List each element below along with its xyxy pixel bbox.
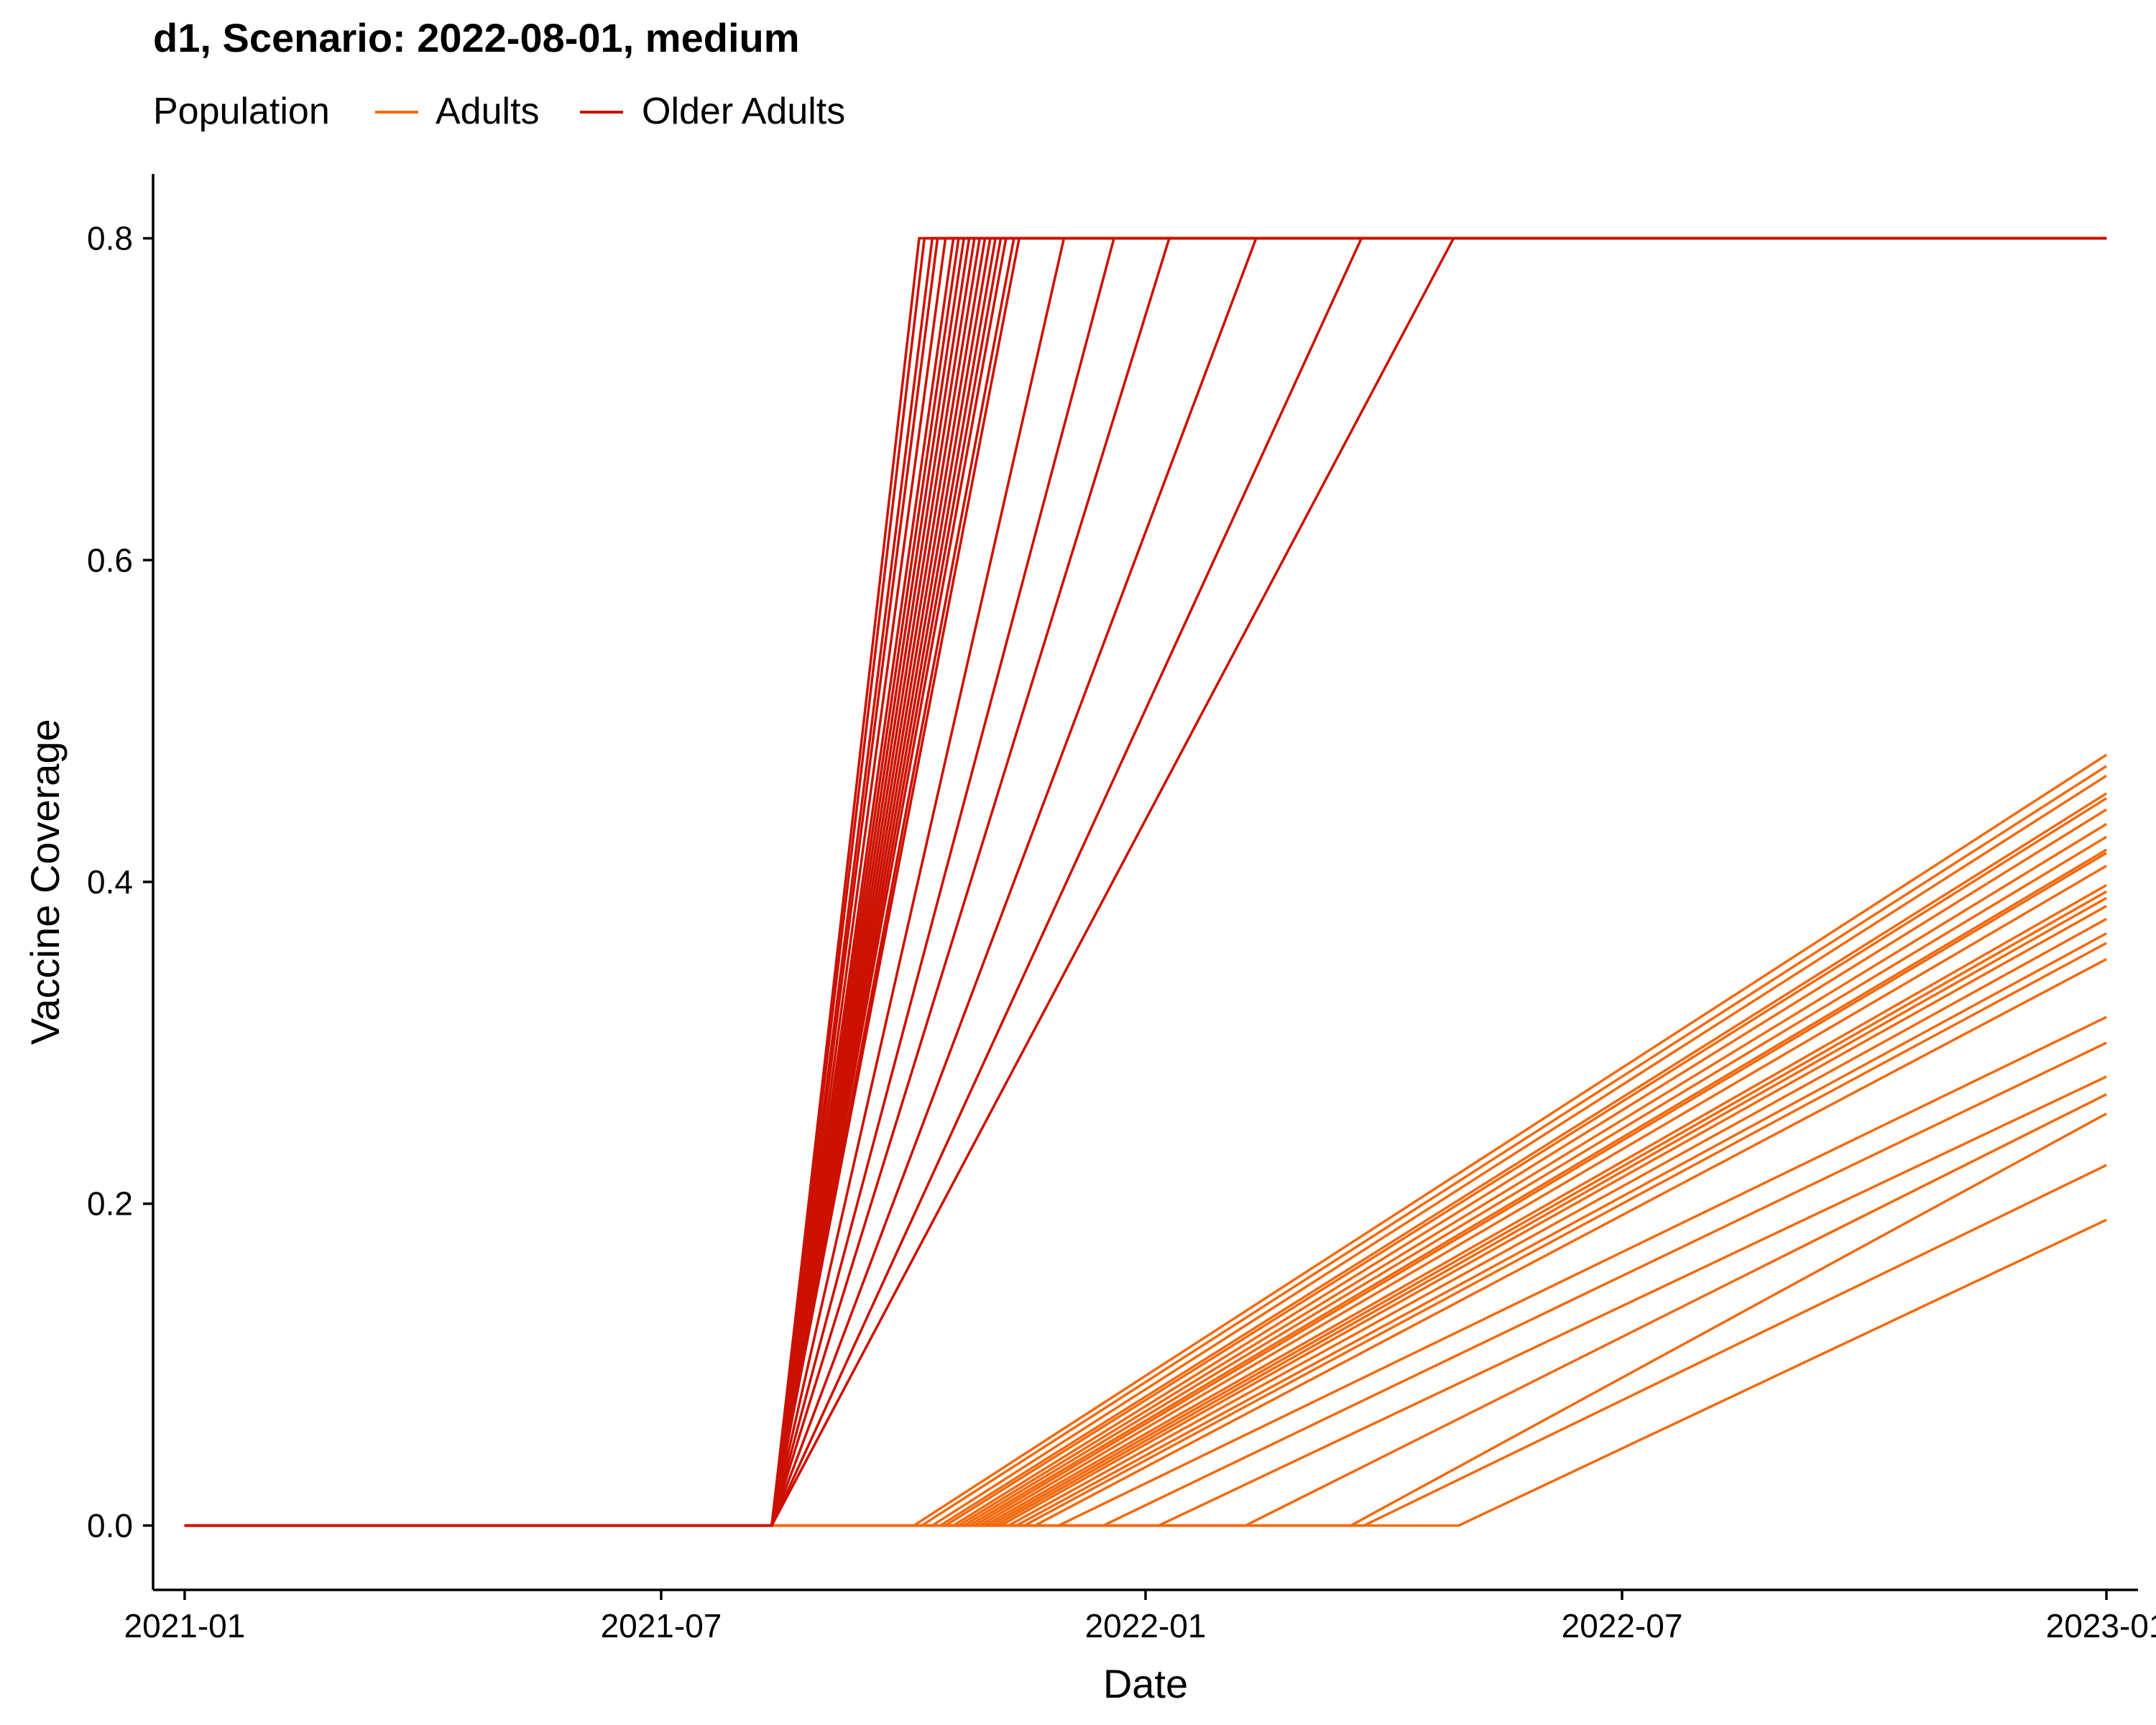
x-ticks: 2021-01 2021-07 2022-01 2022-07 2023-01: [124, 1590, 2156, 1644]
y-ticks: 0.0 0.2 0.4 0.6 0.8: [87, 220, 153, 1544]
x-tick-label: 2022-01: [1085, 1607, 1207, 1644]
older-adults-run-line: [184, 236, 2107, 1527]
adults-run-line: [184, 774, 2107, 1527]
adults-run-line: [184, 852, 2107, 1527]
older-adults-run-line: [184, 236, 2107, 1527]
x-tick-label: 2021-07: [601, 1607, 722, 1644]
older-adults-run-line: [184, 236, 2107, 1527]
adults-run-line: [184, 1075, 2107, 1527]
adults-run-line: [184, 1164, 2107, 1527]
y-axis-title: Vaccine Coverage: [22, 719, 68, 1044]
older-adults-run-line: [184, 236, 2107, 1527]
y-tick-label: 0.6: [87, 541, 133, 579]
adults-run-line: [184, 808, 2107, 1527]
legend-label-adults: Adults: [436, 91, 540, 132]
adults-run-line: [184, 1218, 2107, 1527]
y-tick-label: 0.4: [87, 863, 133, 901]
adults-run-line: [184, 865, 2107, 1527]
y-tick-label: 0.2: [87, 1185, 133, 1223]
x-axis-title: Date: [1103, 1661, 1188, 1706]
y-tick-label: 0.8: [87, 220, 133, 257]
adults-run-line: [184, 890, 2107, 1527]
legend-label-older-adults: Older Adults: [642, 91, 845, 132]
legend-title: Population: [153, 91, 330, 132]
older-adults-run-line: [184, 236, 2107, 1527]
adults-run-line: [184, 1041, 2107, 1527]
older-adults-run-line: [184, 236, 2107, 1527]
older-adults-run-line: [184, 236, 2107, 1527]
older-adults-run-line: [184, 236, 2107, 1527]
older-adults-run-line: [184, 236, 2107, 1527]
adults-run-line: [184, 1112, 2107, 1527]
legend: Population Adults Older Adults: [153, 91, 845, 132]
older-adults-run-line: [184, 236, 2107, 1527]
older-adults-run-line: [184, 236, 2107, 1527]
older-adults-run-line: [184, 236, 2107, 1527]
older-adults-run-line: [184, 236, 2107, 1527]
axes: [152, 174, 2138, 1591]
x-tick-label: 2021-01: [124, 1607, 246, 1644]
series-layer: [184, 236, 2107, 1527]
y-tick-label: 0.0: [87, 1506, 133, 1544]
chart-title: d1, Scenario: 2022-08-01, medium: [153, 15, 800, 60]
x-tick-label: 2023-01: [2046, 1607, 2156, 1644]
older-adults-run-line: [184, 236, 2107, 1527]
older-adults-run-line: [184, 236, 2107, 1527]
older-adults-run-line: [184, 236, 2107, 1527]
older-adults-run-line: [184, 236, 2107, 1527]
older-adults-run-line: [184, 236, 2107, 1527]
older-adults-run-line: [184, 236, 2107, 1527]
older-adults-run-line: [184, 236, 2107, 1527]
older-adults-run-line: [184, 236, 2107, 1527]
x-tick-label: 2022-07: [1562, 1607, 1683, 1644]
older-adults-run-line: [184, 236, 2107, 1527]
older-adults-run-line: [184, 236, 2107, 1527]
older-adults-run-line: [184, 236, 2107, 1527]
